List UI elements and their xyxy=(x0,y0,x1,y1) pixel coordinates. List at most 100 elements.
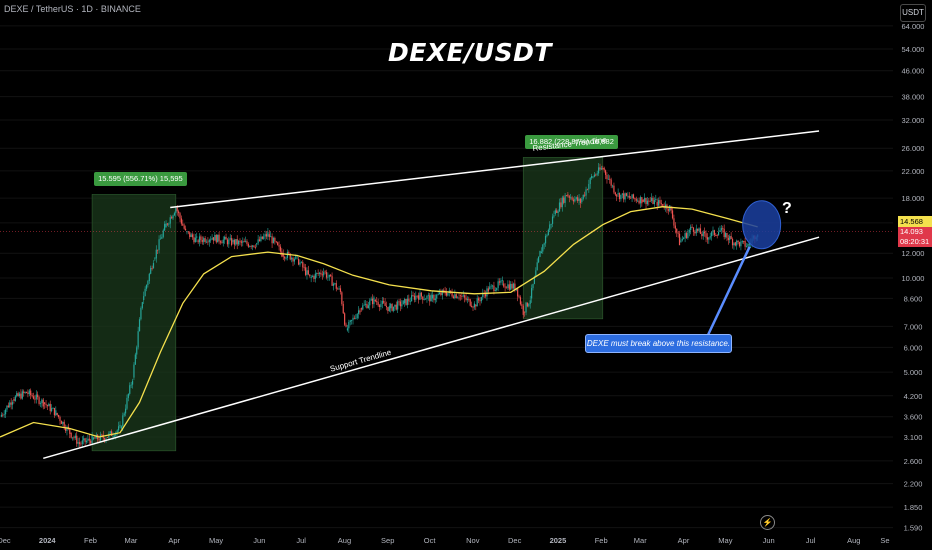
candle-body xyxy=(360,308,362,310)
candle-body xyxy=(680,240,682,243)
candle-body xyxy=(171,217,173,219)
candle-body xyxy=(178,211,180,214)
candle-body xyxy=(445,292,448,296)
candle-body xyxy=(240,241,242,243)
candle-body xyxy=(496,288,498,291)
candle-body xyxy=(637,200,639,202)
candle-body xyxy=(55,410,57,416)
candle-body xyxy=(498,281,501,283)
candle-body xyxy=(631,194,633,199)
candle-body xyxy=(6,405,8,410)
candle-body xyxy=(45,404,47,406)
candle-body xyxy=(157,249,159,251)
candle-body xyxy=(71,437,74,439)
candle-body xyxy=(7,405,9,408)
candle-body xyxy=(736,240,738,246)
candle-body xyxy=(158,239,160,250)
candle-body xyxy=(80,443,82,445)
candle-body xyxy=(649,200,651,202)
candle-body xyxy=(708,237,710,240)
candle-body xyxy=(519,297,522,305)
candle-body xyxy=(215,234,217,243)
candle-body xyxy=(155,249,157,259)
candle-body xyxy=(111,431,113,436)
candle-body xyxy=(586,189,589,191)
candle-body xyxy=(639,197,642,204)
candle-body xyxy=(349,320,351,322)
candle-body xyxy=(131,380,134,385)
x-tick-label: Dec xyxy=(0,536,11,545)
candle-body xyxy=(561,197,563,208)
candle-body xyxy=(740,241,742,247)
candle-body xyxy=(609,178,611,180)
candle-body xyxy=(397,301,399,310)
candle-body xyxy=(306,270,308,275)
candle-body xyxy=(37,394,39,398)
candle-body xyxy=(99,434,102,441)
y-tick-label: 18.000 xyxy=(902,194,925,203)
candle-body xyxy=(588,184,590,190)
candle-body xyxy=(327,276,329,278)
x-tick-label: May xyxy=(718,536,732,545)
candle-body xyxy=(112,435,114,437)
candle-body xyxy=(715,235,717,236)
candle-body xyxy=(726,233,728,238)
y-tick-label: 32.000 xyxy=(902,116,925,125)
candle-body xyxy=(532,283,534,289)
candle-body xyxy=(260,236,262,242)
candle-body xyxy=(557,211,559,213)
y-tick-label: 12.000 xyxy=(902,249,925,258)
candle-body xyxy=(169,217,171,224)
candle-body xyxy=(172,215,174,219)
candle-body xyxy=(78,442,81,445)
candle-body xyxy=(380,303,382,308)
candle-body xyxy=(274,237,276,242)
candle-body xyxy=(90,440,92,444)
candle-body xyxy=(219,241,222,243)
y-tick-label: 54.000 xyxy=(902,45,925,54)
candle-body xyxy=(475,304,477,307)
x-tick-label: 2024 xyxy=(39,536,57,545)
candle-body xyxy=(581,198,583,202)
candle-body xyxy=(88,438,90,441)
candle-body xyxy=(191,234,194,238)
candle-body xyxy=(193,237,195,243)
candle-body xyxy=(150,267,152,274)
candle-body xyxy=(30,390,32,396)
candle-body xyxy=(247,243,249,247)
candle-body xyxy=(620,194,622,200)
candle-body xyxy=(313,276,315,279)
candle-body xyxy=(699,228,702,234)
go-to-realtime-icon[interactable]: ⚡ xyxy=(760,515,775,530)
candle-body xyxy=(440,292,442,296)
candle-body xyxy=(87,438,89,441)
candle-body xyxy=(214,234,216,241)
candle-body xyxy=(18,393,21,397)
y-tick-label: 3.600 xyxy=(904,413,923,422)
currency-button[interactable]: USDT xyxy=(900,4,926,22)
candle-body xyxy=(328,274,330,277)
candle-body xyxy=(589,178,591,185)
candle-body xyxy=(517,287,519,297)
candle-body xyxy=(23,391,25,394)
candle-body xyxy=(13,399,15,401)
candle-body xyxy=(242,241,244,243)
candle-body xyxy=(2,414,4,416)
annotation-callout: DEXE must break above this resistance. xyxy=(585,334,732,353)
x-tick-label: Feb xyxy=(595,536,608,545)
candle-body xyxy=(44,402,46,405)
candle-body xyxy=(74,435,76,438)
x-tick-label: Jul xyxy=(806,536,816,545)
candle-body xyxy=(285,257,287,259)
candle-body xyxy=(635,198,637,201)
candle-body xyxy=(419,292,421,300)
candle-body xyxy=(630,197,632,199)
candle-body xyxy=(670,207,672,211)
candle-body xyxy=(14,396,16,401)
candle-body xyxy=(486,288,488,297)
candle-body xyxy=(595,174,597,176)
candle-body xyxy=(484,294,487,297)
candle-body xyxy=(233,240,236,245)
candle-body xyxy=(553,215,555,217)
